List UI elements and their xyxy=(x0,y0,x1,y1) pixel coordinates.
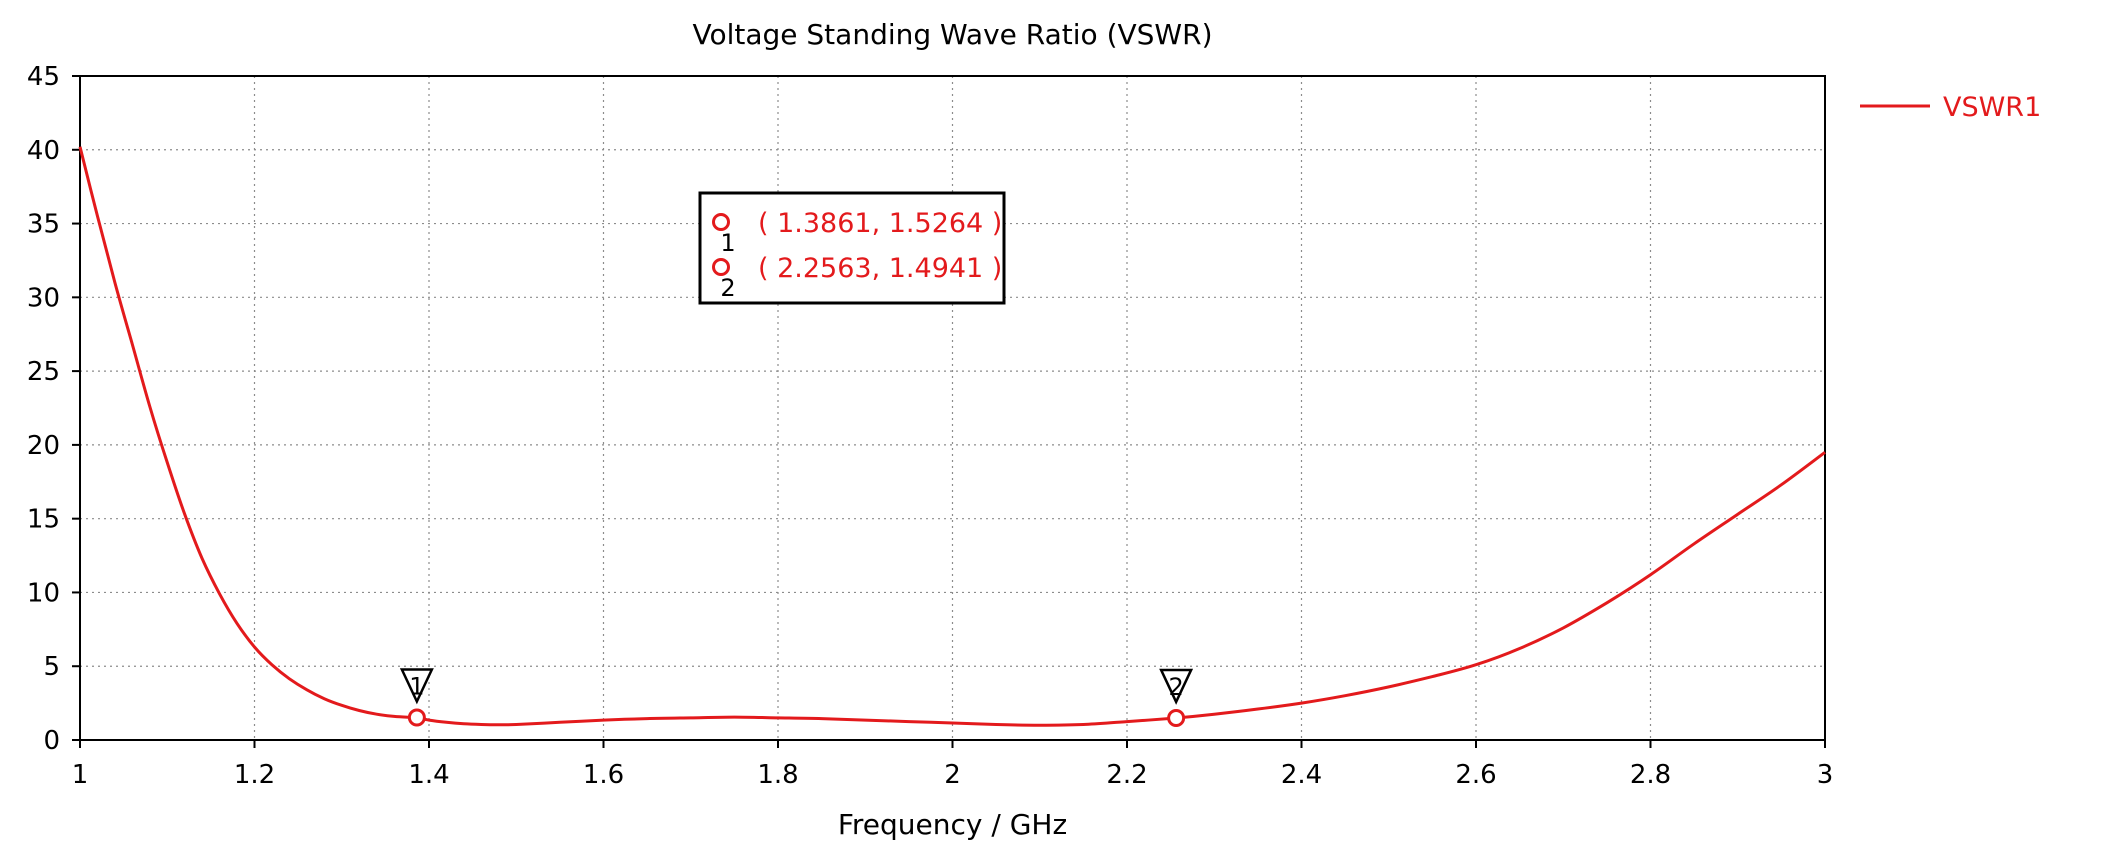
y-tick-label: 10 xyxy=(27,578,60,608)
y-tick-label: 15 xyxy=(27,505,60,535)
x-axis-label: Frequency / GHz xyxy=(838,808,1067,841)
marker-box-value: ( 1.3861, 1.5264 ) xyxy=(758,208,1002,239)
marker-flag-2 xyxy=(1159,668,1194,705)
marker-flag-1 xyxy=(399,668,434,705)
x-tick-label: 1.4 xyxy=(408,760,449,790)
y-tick-label: 25 xyxy=(27,357,60,387)
y-tick-label: 0 xyxy=(43,726,60,756)
y-axis-ticks: 0 5 10 15 20 25 30 35 40 45 xyxy=(27,62,80,756)
marker-box-id: 1 xyxy=(720,229,735,257)
series-layer xyxy=(78,146,1826,727)
x-axis-ticks: 1 1.2 1.4 1.6 1.8 2 2.2 2.4 2.6 2.8 3 xyxy=(72,740,1834,790)
marker-box-frame xyxy=(698,191,1006,305)
grid-layer xyxy=(80,76,1825,740)
legend-label: VSWR1 xyxy=(1943,92,2041,123)
marker-point-2 xyxy=(1167,708,1186,727)
chart-title: Voltage Standing Wave Ratio (VSWR) xyxy=(692,18,1212,51)
x-tick-label: 1 xyxy=(72,760,89,790)
y-tick-label: 35 xyxy=(27,210,60,240)
marker-box-symbol xyxy=(712,213,730,231)
y-tick-label: 30 xyxy=(27,283,60,313)
x-tick-label: 3 xyxy=(1817,760,1834,790)
marker-box-value: ( 2.2563, 1.4941 ) xyxy=(758,253,1002,284)
y-tick-label: 20 xyxy=(27,431,60,461)
y-tick-label: 40 xyxy=(27,136,60,166)
x-tick-label: 2.4 xyxy=(1281,760,1322,790)
marker-readout-box: 1 ( 1.3861, 1.5264 ) 2 ( 2.2563, 1.4941 ) xyxy=(698,191,1006,305)
marker-box-id: 2 xyxy=(720,274,735,302)
marker-flag-label: 1 xyxy=(409,672,424,700)
x-tick-label: 2.2 xyxy=(1106,760,1147,790)
x-tick-label: 1.6 xyxy=(583,760,624,790)
legend: VSWR1 xyxy=(1860,92,2041,123)
series-line-vswr1 xyxy=(78,146,1826,727)
x-tick-label: 2 xyxy=(944,760,961,790)
marker-box-symbol xyxy=(712,258,730,276)
marker-point-1 xyxy=(407,708,426,727)
marker-flag-label: 2 xyxy=(1168,673,1183,701)
x-tick-label: 2.8 xyxy=(1630,760,1671,790)
x-tick-label: 2.6 xyxy=(1455,760,1496,790)
x-tick-label: 1.2 xyxy=(234,760,275,790)
y-tick-label: 5 xyxy=(43,652,60,682)
x-tick-label: 1.8 xyxy=(757,760,798,790)
y-tick-label: 45 xyxy=(27,62,60,92)
